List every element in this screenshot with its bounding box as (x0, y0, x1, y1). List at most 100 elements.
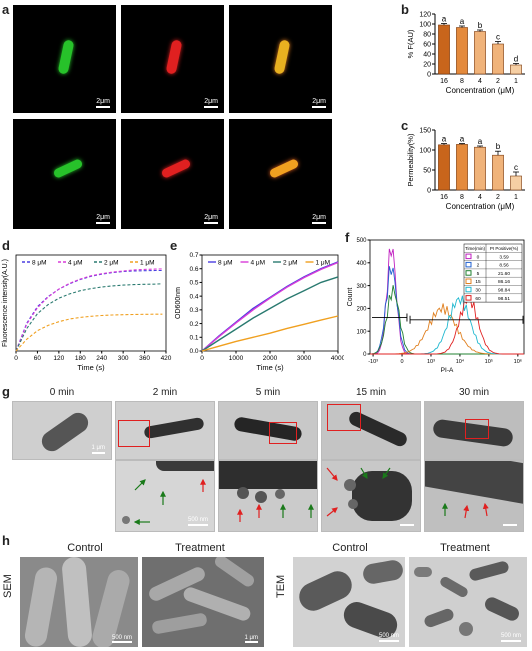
chart-f-histogram (370, 295, 524, 355)
arrow-red (482, 502, 489, 517)
chart-f-legend-swatch (465, 286, 472, 293)
scale-bar: 500 nm (500, 633, 521, 642)
vesicle (344, 479, 356, 491)
chart-e-xtick-label: 0 (200, 355, 204, 362)
chart-d-ylabel: Fluorescence intensity(A.U.) (2, 259, 9, 347)
chart-b-ytick-label: 100 (419, 22, 431, 29)
chart-b-sig-letter: c (496, 33, 500, 42)
chart-e-ytick-label: 0.3 (189, 307, 198, 314)
chart-f-legend-header: Time(min) (465, 246, 486, 251)
chart-b-xlabel: Concentration (μM) (446, 86, 515, 95)
micrograph-red-1: 2μm (121, 5, 224, 113)
tem-treatment: 500 nm (409, 557, 527, 647)
scale-bar: 2μm (96, 214, 110, 224)
chart-c-ytick-label: 150 (419, 128, 431, 135)
panel-label-h: h (2, 533, 10, 548)
scale-bar (503, 523, 517, 526)
chart-f-legend-time: 60 (475, 296, 481, 302)
chart-f-histogram (370, 295, 524, 355)
chart-c-xtick-label: 1 (514, 194, 518, 201)
h-sem-treatment-title: Treatment (175, 542, 225, 554)
chart-c-sig-letter: c (514, 163, 518, 172)
chart-c-bar (438, 144, 450, 191)
bacterium-red (165, 39, 183, 75)
chart-d-series-line (15, 313, 163, 352)
chart-e: 0 1000 2000 3000 4000 0.0 0.1 0.2 0.3 0.4 0.5 0.6 0.… (175, 252, 344, 372)
chart-f-ytick-label: 100 (356, 329, 367, 335)
chart-b-ytick-label: 40 (423, 52, 431, 59)
panel-label-g: g (2, 384, 10, 399)
micrograph-red-2: 2μm (121, 119, 224, 229)
panel-label-b: b (401, 2, 409, 17)
chart-c-bar (456, 144, 468, 191)
chart-b-xtick-label: 2 (496, 78, 500, 85)
chart-e-xtick-label: 4000 (331, 355, 344, 362)
g-time-30: 30 min (458, 387, 489, 398)
chart-e-legend-label: 1 μM (316, 259, 331, 266)
arrow-red (463, 504, 470, 519)
scale-bar: 500 nm (378, 633, 399, 642)
chart-c-bar (510, 175, 522, 191)
chart-c-xtick-label: 16 (440, 194, 448, 201)
bacterium-merge (273, 39, 291, 75)
h-sem-control-title: Control (67, 542, 103, 554)
chart-f-legend-time: 15 (475, 279, 481, 285)
chart-f-legend-header: PI Positive(%) (490, 246, 519, 251)
cell-edge (156, 461, 214, 471)
bacterium-merge (268, 158, 300, 179)
chart-b-xtick-label: 1 (514, 78, 518, 85)
chart-d-xtick-label: 360 (139, 355, 150, 362)
chart-f-ytick-label: 500 (356, 238, 367, 244)
chart-d-legend-label: 4 μM (68, 259, 83, 266)
chart-e-legend-label: 2 μM (283, 259, 298, 266)
chart-f-legend-table (463, 243, 523, 303)
chart-f-xtick-label: 0 (401, 359, 404, 365)
bacterium (143, 416, 205, 440)
arrow-red (326, 507, 338, 517)
chart-e-ytick-label: 0.4 (189, 293, 198, 300)
chart-e-xtick-label: 1000 (229, 355, 244, 362)
micrograph-merge-2: 2μm (229, 119, 332, 229)
vesicle (255, 491, 267, 503)
scale-bar: 2μm (96, 98, 110, 108)
chart-b-bar (510, 64, 522, 75)
chart-f-legend-swatch (465, 295, 472, 301)
chart-b-sig-letter: b (478, 21, 483, 30)
chart-c-ytick-label: 0 (427, 188, 431, 195)
chart-f-histogram (370, 303, 524, 355)
chart-c-sig-letter: b (496, 142, 501, 151)
chart-f-xtick-label: 10⁵ (485, 358, 493, 365)
chart-c-bar (492, 154, 504, 191)
micrograph-merge-1: 2μm (229, 5, 332, 113)
chart-c-sig-letter: a (478, 137, 483, 146)
chart-c-xtick-label: 8 (460, 194, 464, 201)
chart-f-legend-time: 30 (475, 288, 481, 294)
chart-e-ytick-label: 0.5 (189, 280, 198, 287)
bacterium-green (57, 39, 75, 75)
h-sem-label: SEM (2, 574, 14, 598)
tem-5min (218, 401, 318, 460)
chart-e-ytick-label: 0.1 (189, 334, 198, 341)
chart-c-bar (474, 146, 486, 191)
chart-c-xlabel: Concentration (μM) (446, 202, 515, 211)
chart-d-xtick-label: 120 (53, 355, 64, 362)
chart-f-legend-time: 0 (477, 254, 480, 260)
arrow-green (134, 479, 146, 491)
chart-f-legend-swatch (465, 261, 472, 268)
panel-label-e: e (170, 238, 178, 253)
chart-f-legend-positive: 98.51 (498, 296, 510, 302)
chart-e-legend-label: 4 μM (251, 259, 266, 266)
chart-e-xlabel: Time (s) (256, 363, 284, 372)
chart-d-frame (15, 254, 167, 352)
tem-15min-zoom (321, 460, 421, 532)
chart-e-series-line (201, 276, 339, 352)
panel-label-c: c (401, 118, 409, 133)
scale-bar: 2μm (204, 214, 218, 224)
chart-d-xtick-label: 60 (34, 355, 42, 362)
tem-2min (115, 401, 215, 460)
tem-5min-zoom (218, 460, 318, 532)
tem-30min (424, 401, 524, 460)
cell-edge (219, 461, 317, 489)
chart-d-xtick-label: 240 (96, 355, 107, 362)
